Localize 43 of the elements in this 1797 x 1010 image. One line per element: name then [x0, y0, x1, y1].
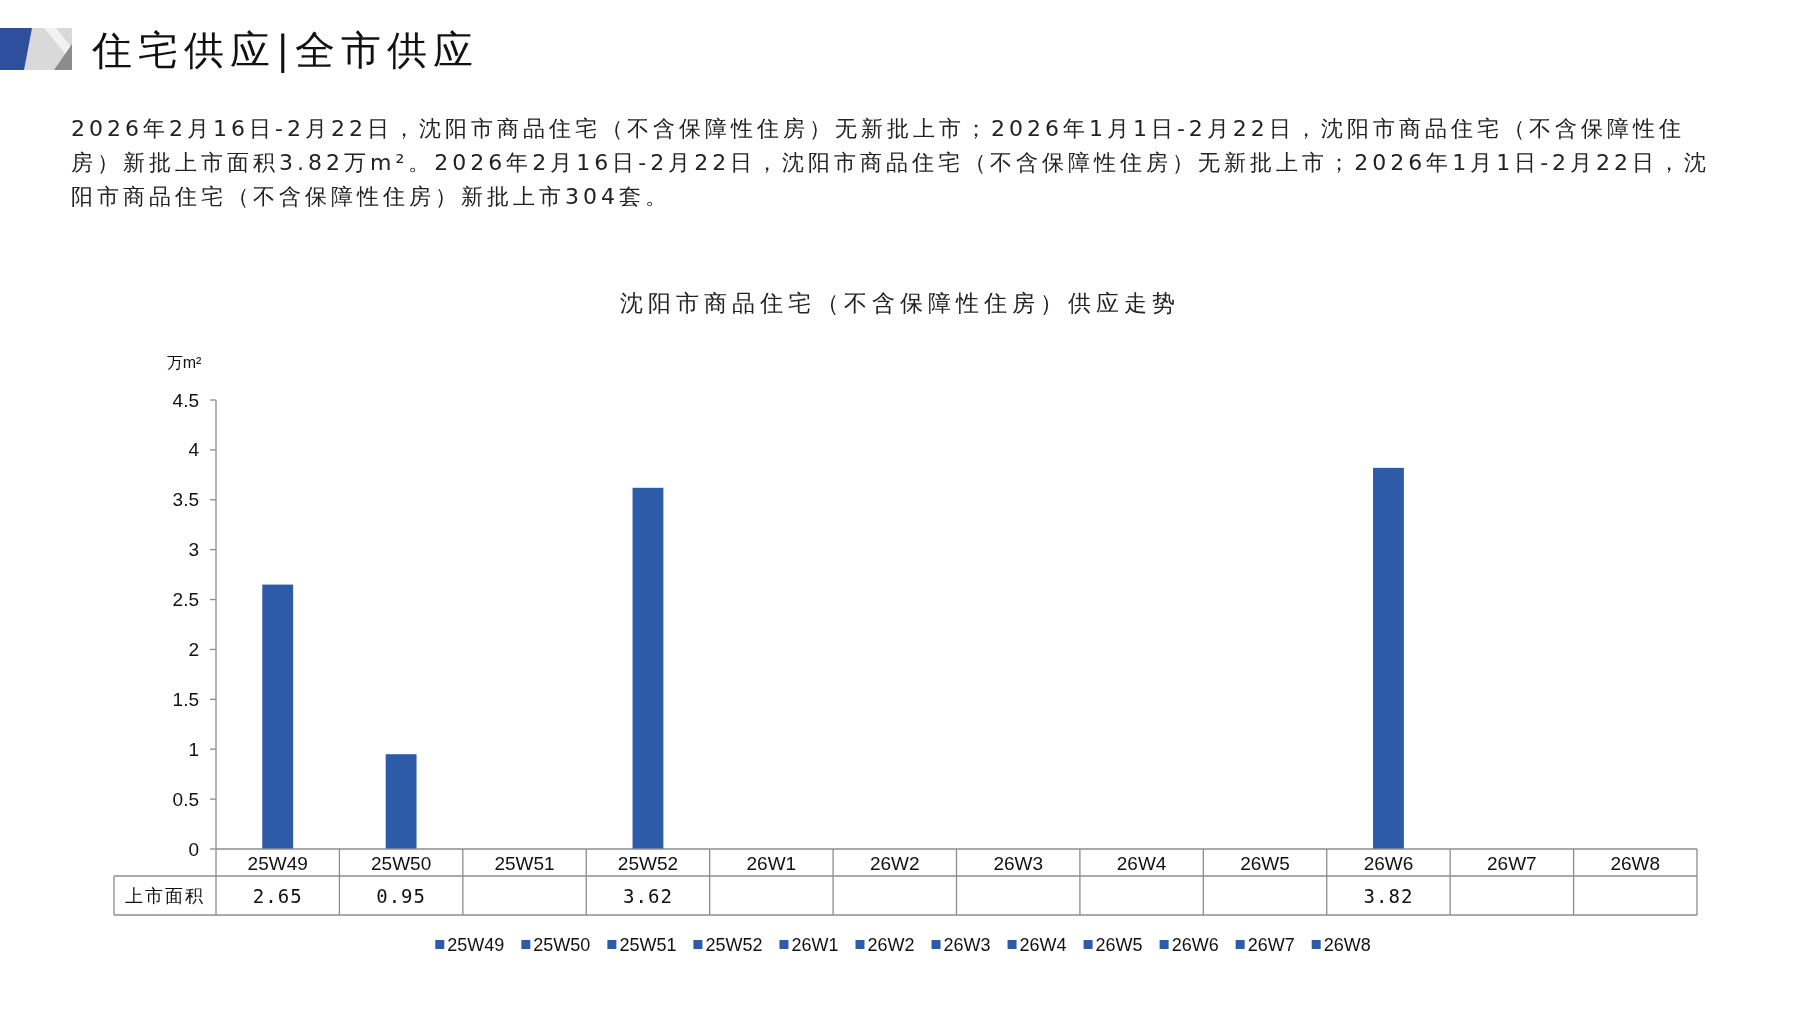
paragraph: 2026年2月16日-2月22日，沈阳市商品住宅（不含保障性住房）无新批上市；2026年1月1日-2月22日，沈阳市商品住宅（不含保障性住房）新批上市面积3.82万m²。2026年2月16日-2月22日，沈阳市商品住宅（不含保障性住房）无新批上市；2026年1月1日-2月22日，沈阳市商品住宅（不含保障性住房）新批上市304套。: [71, 115, 1712, 211]
value-label: 0.95: [376, 884, 426, 907]
legend-item: 26W3: [931, 935, 991, 955]
legend-item: 26W8: [1311, 935, 1371, 955]
value-label: 3.82: [1363, 884, 1414, 907]
ytick: 2.5: [172, 589, 199, 611]
category: 25W50: [371, 853, 432, 874]
category: 26W7: [1487, 853, 1537, 874]
ytick: 2: [188, 638, 199, 660]
legend-item: 26W4: [1007, 935, 1067, 955]
ytick: 3: [188, 539, 199, 561]
ytick: 1: [188, 738, 199, 760]
category: 26W4: [1116, 853, 1167, 874]
ylabel: 万m²: [166, 353, 202, 371]
legend-item: 25W49: [435, 935, 505, 955]
legend-item: 26W5: [1083, 935, 1143, 955]
legend-item: 25W50: [521, 935, 591, 955]
category: 25W51: [494, 853, 555, 874]
category: 26W5: [1240, 853, 1290, 874]
category: 25W52: [617, 853, 679, 874]
category: 26W3: [993, 853, 1044, 874]
series-name: 上市面积: [125, 885, 205, 906]
ytick: 0: [188, 838, 199, 860]
category: 26W6: [1363, 853, 1414, 874]
legend-item: 26W6: [1159, 935, 1219, 955]
ytick: 4.5: [172, 389, 199, 411]
category: 26W2: [869, 853, 920, 874]
ytick: 1.5: [172, 688, 199, 710]
legend-item: 25W52: [693, 935, 763, 955]
ytick: 4: [188, 439, 199, 461]
legend-item: 26W1: [779, 935, 839, 955]
ytick: 0.5: [172, 788, 199, 810]
category: 26W1: [746, 853, 797, 874]
title: 沈阳市商品住宅（不含保障性住房）供应走势: [620, 290, 1180, 316]
ytick: 3.5: [172, 489, 199, 511]
legend-item: 26W2: [855, 935, 915, 955]
value-label: 2.65: [252, 884, 303, 907]
heading: 住宅供应|全市供应: [92, 27, 480, 73]
category: 25W49: [247, 853, 308, 874]
category: 26W8: [1610, 853, 1661, 874]
legend-item: 26W7: [1235, 935, 1295, 955]
value-label: 3.62: [623, 884, 673, 907]
legend-item: 25W51: [607, 935, 677, 955]
